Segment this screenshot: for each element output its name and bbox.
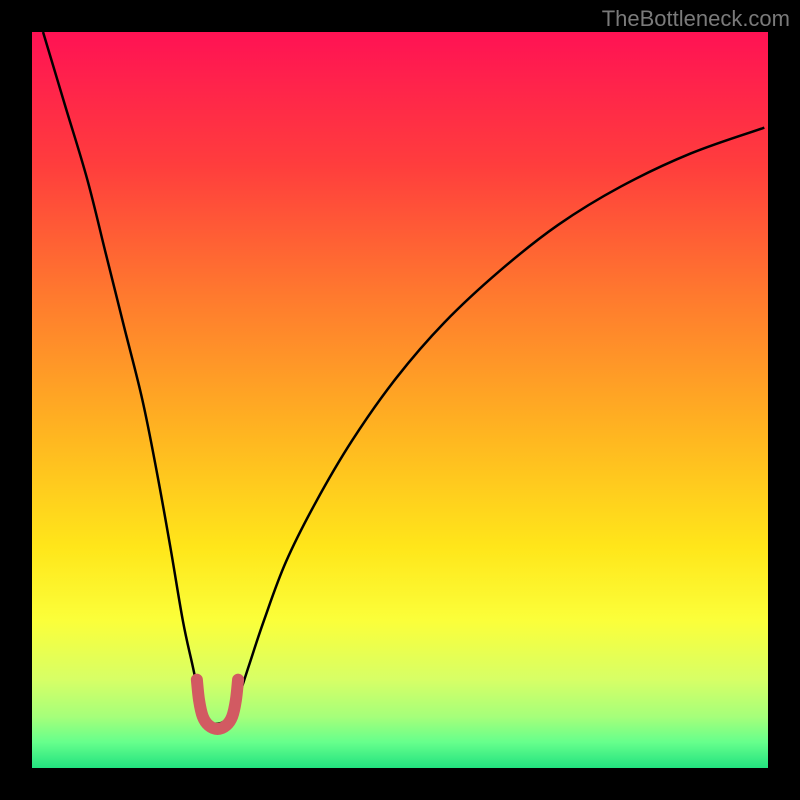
chart-stage: TheBottleneck.com xyxy=(0,0,800,800)
bottleneck-chart xyxy=(0,0,800,800)
